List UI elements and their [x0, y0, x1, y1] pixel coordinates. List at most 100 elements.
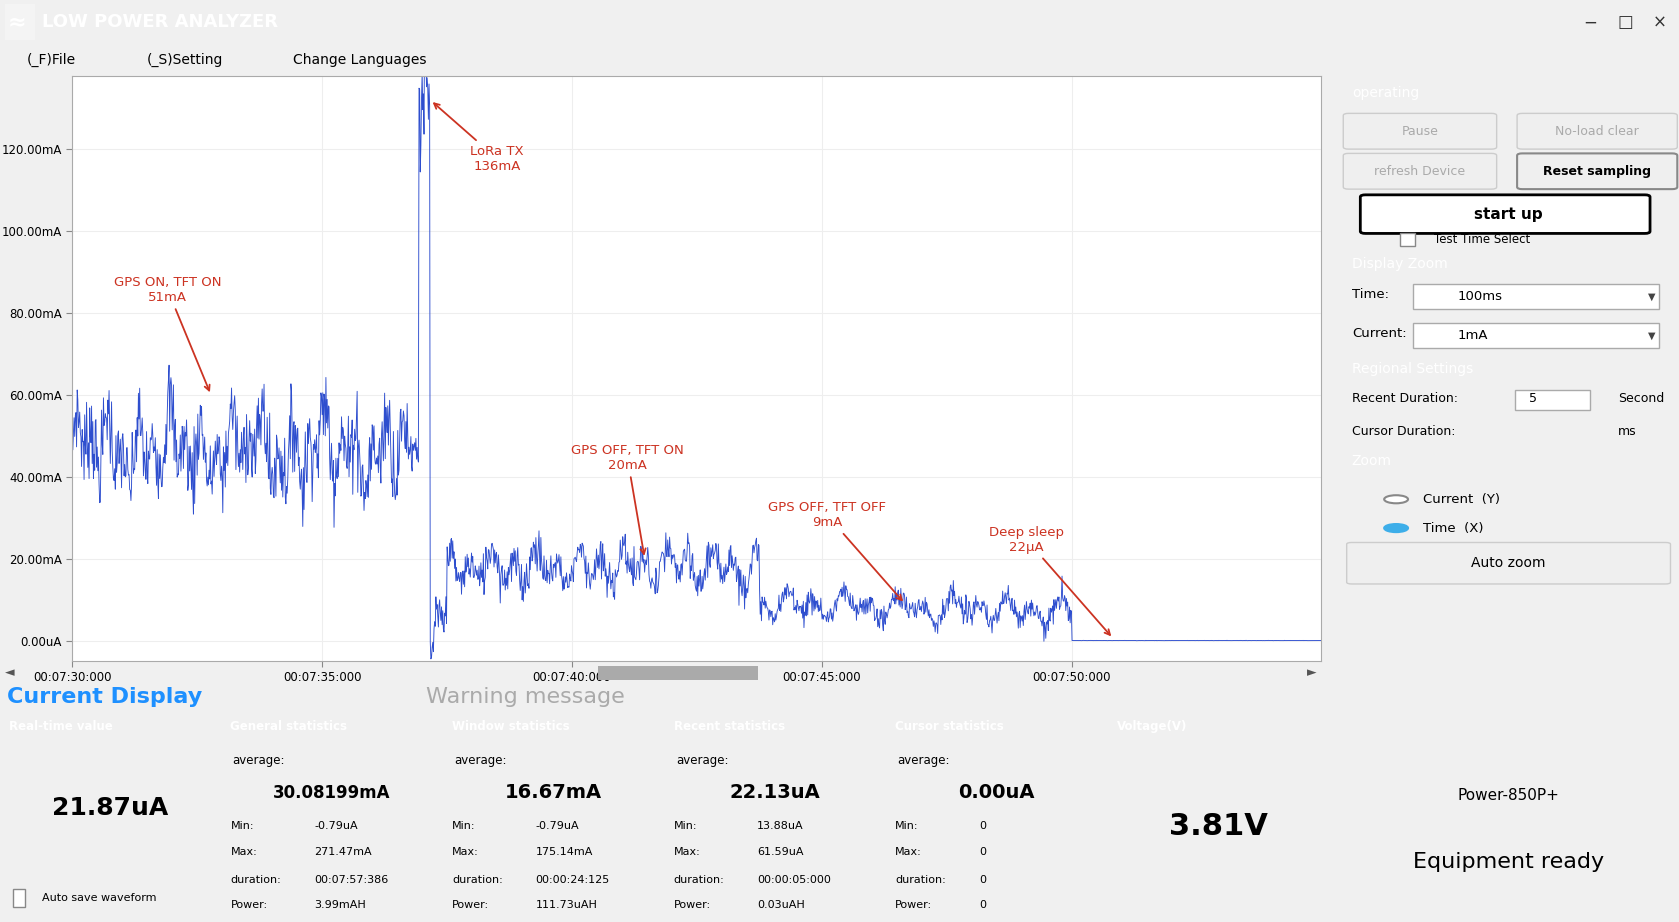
Text: 0: 0 — [979, 822, 986, 831]
Text: −: − — [1583, 13, 1597, 31]
Text: Equipment ready: Equipment ready — [1414, 852, 1603, 872]
Text: Max:: Max: — [895, 847, 922, 857]
Text: GPS ON, TFT ON
51mA: GPS ON, TFT ON 51mA — [114, 276, 222, 391]
Text: Max:: Max: — [452, 847, 479, 857]
Text: Current Display: Current Display — [7, 687, 201, 707]
Text: refresh Device: refresh Device — [1375, 165, 1466, 178]
Text: 16.67mA: 16.67mA — [505, 784, 601, 802]
Text: Recent statistics: Recent statistics — [673, 719, 784, 733]
Text: Window statistics: Window statistics — [452, 719, 569, 733]
Circle shape — [1383, 524, 1409, 532]
Text: 3.81V: 3.81V — [1169, 811, 1268, 841]
Text: LoRa TX
136mA: LoRa TX 136mA — [435, 103, 524, 172]
Text: average:: average: — [233, 754, 285, 767]
Text: LOW POWER ANALYZER: LOW POWER ANALYZER — [42, 13, 279, 31]
Bar — [1414, 284, 1659, 309]
Text: Pause: Pause — [1402, 124, 1439, 137]
Text: average:: average: — [898, 754, 950, 767]
Text: 1mA: 1mA — [1457, 329, 1488, 342]
Text: Recent Duration:: Recent Duration: — [1352, 392, 1457, 405]
Text: Min:: Min: — [452, 822, 475, 831]
Text: Cursor Duration:: Cursor Duration: — [1352, 425, 1456, 438]
Text: average:: average: — [677, 754, 729, 767]
Text: Real-time value: Real-time value — [8, 719, 112, 733]
Text: Zoom: Zoom — [1352, 454, 1392, 468]
Text: Voltage(V): Voltage(V) — [1117, 719, 1187, 733]
Text: Auto save waveform: Auto save waveform — [42, 893, 156, 903]
Text: Deep sleep
22μA: Deep sleep 22μA — [989, 526, 1110, 635]
Text: ×: × — [1654, 13, 1667, 31]
FancyBboxPatch shape — [1343, 113, 1496, 149]
Text: 00:07:57:386: 00:07:57:386 — [314, 875, 388, 884]
Text: 271.47mA: 271.47mA — [314, 847, 371, 857]
Text: Test Time Select: Test Time Select — [1434, 232, 1530, 245]
Text: duration:: duration: — [895, 875, 945, 884]
Text: 175.14mA: 175.14mA — [536, 847, 593, 857]
Text: ▼: ▼ — [1649, 330, 1655, 340]
Text: Power:: Power: — [230, 901, 267, 910]
FancyBboxPatch shape — [1347, 542, 1671, 584]
Text: Display Zoom: Display Zoom — [1352, 256, 1447, 271]
Text: Max:: Max: — [230, 847, 257, 857]
Text: start up: start up — [1474, 207, 1543, 221]
Text: operating: operating — [1352, 86, 1419, 100]
Text: Auto zoom: Auto zoom — [1471, 556, 1546, 570]
Text: Change Languages: Change Languages — [292, 53, 426, 67]
Text: Min:: Min: — [673, 822, 697, 831]
Text: GPS OFF, TFT OFF
9mA: GPS OFF, TFT OFF 9mA — [767, 501, 902, 600]
Text: ms: ms — [1617, 425, 1637, 438]
FancyBboxPatch shape — [1518, 153, 1677, 189]
Text: 00:00:24:125: 00:00:24:125 — [536, 875, 609, 884]
Text: (_F)File: (_F)File — [27, 53, 76, 67]
Text: Cursor statistics: Cursor statistics — [895, 719, 1004, 733]
Text: General statistics: General statistics — [230, 719, 348, 733]
FancyBboxPatch shape — [1343, 153, 1496, 189]
Text: ►: ► — [1306, 666, 1316, 680]
Text: Regional Settings: Regional Settings — [1352, 361, 1472, 376]
Bar — [1516, 390, 1590, 409]
Text: 3.99mAH: 3.99mAH — [314, 901, 366, 910]
Text: 0: 0 — [979, 875, 986, 884]
Text: 100ms: 100ms — [1457, 290, 1503, 302]
Text: No-load clear: No-load clear — [1555, 124, 1639, 137]
Text: Reset sampling: Reset sampling — [1543, 165, 1650, 178]
Circle shape — [1383, 495, 1409, 503]
Text: Power:: Power: — [452, 901, 489, 910]
Bar — [1400, 232, 1415, 245]
Text: 0.00uA: 0.00uA — [959, 784, 1034, 802]
Bar — [13, 889, 25, 907]
Text: duration:: duration: — [452, 875, 502, 884]
Bar — [5, 4, 35, 41]
FancyBboxPatch shape — [1360, 195, 1650, 233]
Text: Second: Second — [1617, 393, 1664, 406]
Text: Current:: Current: — [1352, 327, 1407, 340]
Text: Current  (Y): Current (Y) — [1424, 492, 1501, 506]
Text: 0.03uAH: 0.03uAH — [757, 901, 804, 910]
Text: GPS OFF, TFT ON
20mA: GPS OFF, TFT ON 20mA — [571, 443, 683, 554]
Text: Time  (X): Time (X) — [1424, 522, 1484, 535]
Text: -0.79uA: -0.79uA — [536, 822, 579, 831]
Text: 61.59uA: 61.59uA — [757, 847, 804, 857]
Text: 00:00:05:000: 00:00:05:000 — [757, 875, 831, 884]
Text: duration:: duration: — [230, 875, 280, 884]
Text: ◄: ◄ — [5, 666, 15, 680]
Text: Min:: Min: — [230, 822, 254, 831]
Text: ▼: ▼ — [1649, 291, 1655, 301]
Text: 22.13uA: 22.13uA — [729, 784, 821, 802]
FancyBboxPatch shape — [1518, 113, 1677, 149]
Text: 0: 0 — [979, 847, 986, 857]
Text: -0.79uA: -0.79uA — [314, 822, 358, 831]
Text: Max:: Max: — [673, 847, 700, 857]
Text: (_S)Setting: (_S)Setting — [146, 53, 223, 67]
Text: Power-850P+: Power-850P+ — [1457, 788, 1560, 803]
Text: 13.88uA: 13.88uA — [757, 822, 804, 831]
Text: 0: 0 — [979, 901, 986, 910]
Text: duration:: duration: — [673, 875, 724, 884]
Text: 30.08199mA: 30.08199mA — [274, 784, 390, 802]
Text: 21.87uA: 21.87uA — [52, 796, 168, 820]
Text: ≈: ≈ — [8, 12, 27, 32]
Bar — [1414, 323, 1659, 349]
Text: Time:: Time: — [1352, 289, 1389, 301]
Text: average:: average: — [455, 754, 507, 767]
Text: 111.73uAH: 111.73uAH — [536, 901, 598, 910]
